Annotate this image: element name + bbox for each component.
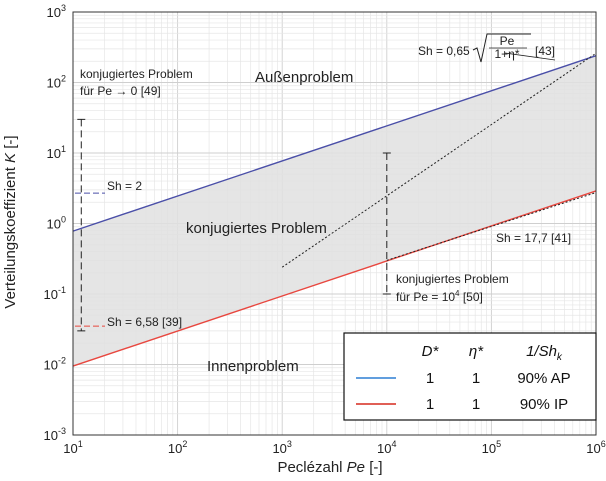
legend-header-sh: 1/Shk — [526, 343, 563, 363]
x-tick-label: 102 — [168, 439, 187, 456]
x-tick-label: 103 — [272, 439, 291, 456]
series-line-ap — [72, 55, 597, 232]
svg-text:[43]: [43] — [535, 44, 555, 58]
legend-ip-sh: 90% IP — [520, 396, 568, 413]
x-tick-label: 106 — [586, 439, 605, 456]
legend-ap-d: 1 — [426, 370, 434, 387]
series-line-ip — [72, 190, 597, 367]
region-label-outer: Außenproblem — [255, 69, 353, 86]
svg-text:1+η*: 1+η* — [494, 47, 519, 61]
legend-header-eta: η* — [469, 343, 484, 360]
y-tick-label: 101 — [47, 144, 66, 161]
reference-line-1 — [281, 52, 597, 268]
x-axis-label: Peclézahl Pe [-] — [277, 459, 382, 476]
region-label-inner: Innenproblem — [207, 358, 299, 375]
svg-text:Sh = 0,65: Sh = 0,65 — [418, 44, 470, 58]
legend-header-d: D* — [422, 343, 440, 360]
annotation-sh065: Sh = 0,65 Pe 1+η* [43] — [418, 33, 555, 63]
series-lines — [72, 55, 597, 367]
plot-frame — [72, 11, 597, 436]
region-label-middle: konjugiertes Problem — [186, 220, 327, 237]
legend-ap-sh: 90% AP — [517, 370, 570, 387]
leader-sh065 — [504, 52, 556, 61]
reference-lines — [75, 52, 597, 327]
annotation-conj-low-2: für Pe → 0 [49] — [80, 84, 161, 98]
legend-box — [343, 332, 597, 421]
y-tick-label: 100 — [47, 215, 66, 232]
x-tick-label: 101 — [63, 439, 82, 456]
reference-line-2 — [386, 192, 597, 261]
y-tick-label: 10-1 — [44, 285, 66, 302]
legend-ip-d: 1 — [426, 396, 434, 413]
annotation-sh2: Sh = 2 — [107, 179, 142, 193]
tick-labels: 101 102 103 104 105 106 10-3 10-2 10-1 100 101 102 1… — [44, 3, 606, 456]
annotation-conj-low-1: konjugiertes Problem — [80, 67, 193, 81]
shaded-area — [73, 55, 596, 367]
annotation-sh177: Sh = 17,7 [41] — [496, 231, 571, 245]
y-tick-label: 10-2 — [44, 356, 66, 373]
legend-ip-eta: 1 — [472, 396, 480, 413]
conjugate-ranges — [77, 118, 391, 332]
legend-ap-eta: 1 — [472, 370, 480, 387]
x-tick-label: 105 — [482, 439, 501, 456]
svg-text:Pe: Pe — [500, 34, 515, 48]
y-tick-label: 102 — [47, 74, 66, 91]
annotation-conj-high-2: für Pe = 104 [50] — [396, 289, 483, 304]
y-tick-label: 103 — [47, 3, 66, 20]
shaded-region — [73, 55, 596, 367]
y-tick-label: 10-3 — [44, 426, 66, 443]
annotation-conj-high-1: konjugiertes Problem — [396, 272, 509, 286]
legend: D* η* 1/Shk 1 1 90% AP 1 1 90% IP — [343, 332, 597, 421]
y-axis-label: Verteilungskoeffizient K [-] — [2, 135, 19, 308]
annotation-sh658: Sh = 6,58 [39] — [107, 315, 182, 329]
x-tick-label: 104 — [377, 439, 396, 456]
